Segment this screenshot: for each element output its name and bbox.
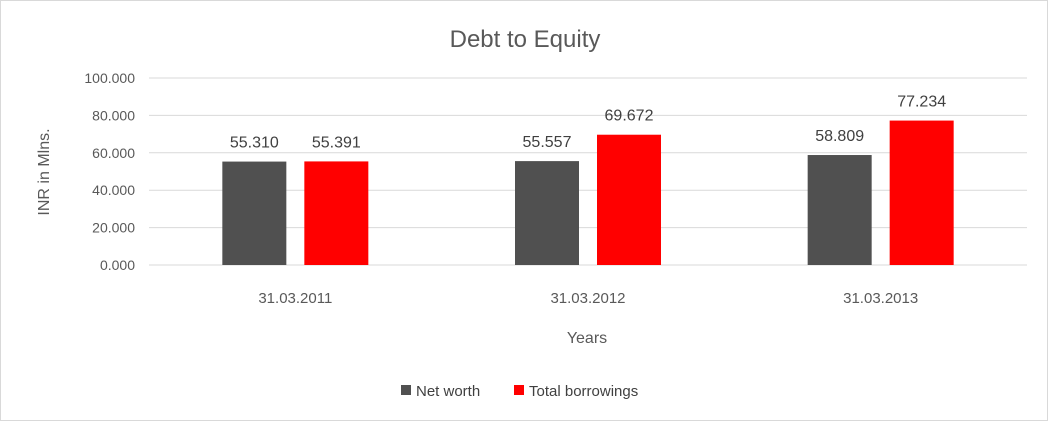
y-tick-label: 20.000 (92, 220, 135, 236)
bars: 55.310 55.391 55.557 69.672 58.809 77.234 (222, 94, 954, 265)
legend-swatch (401, 385, 411, 395)
bar-net-worth (515, 161, 579, 265)
data-label: 69.672 (605, 108, 654, 125)
y-axis-label: INR in Mlns. (36, 128, 53, 215)
x-tick-label: 31.03.2011 (258, 290, 332, 307)
bar-total-borrowings (889, 120, 954, 265)
data-label: 77.234 (897, 94, 946, 111)
data-label: 55.557 (523, 134, 572, 151)
bar-total-borrowings (304, 161, 369, 265)
chart-title: Debt to Equity (450, 26, 601, 53)
x-axis-ticks: 31.03.2011 31.03.2012 31.03.2013 (258, 290, 918, 307)
y-tick-label: 60.000 (92, 145, 135, 161)
legend-label: Net worth (416, 383, 480, 400)
x-tick-label: 31.03.2012 (550, 290, 625, 307)
gridlines (149, 77, 1027, 266)
y-tick-label: 40.000 (92, 182, 135, 198)
data-label: 55.391 (312, 134, 361, 151)
x-tick-label: 31.03.2013 (843, 290, 918, 307)
bar-net-worth (222, 161, 287, 265)
bar-net-worth (807, 155, 872, 265)
legend: Net worth Total borrowings (401, 383, 638, 400)
y-tick-label: 80.000 (92, 107, 135, 123)
data-label: 55.310 (230, 135, 279, 152)
x-axis-label: Years (567, 330, 607, 347)
y-axis-ticks: 0.000 20.000 40.000 60.000 80.000 100.000 (84, 70, 135, 273)
y-tick-label: 100.000 (84, 70, 135, 86)
y-tick-label: 0.000 (100, 257, 135, 273)
data-label: 58.809 (815, 128, 864, 145)
legend-swatch (514, 385, 524, 395)
legend-label: Total borrowings (529, 383, 638, 400)
bar-total-borrowings (597, 134, 661, 265)
